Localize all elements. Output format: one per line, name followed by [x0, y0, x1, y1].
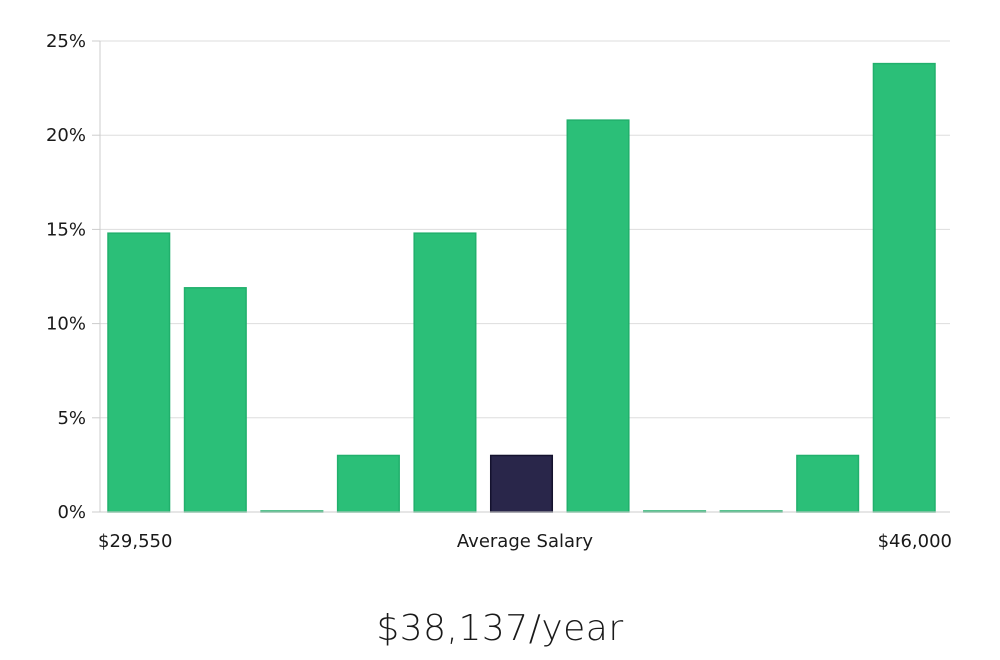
y-tick-label: 25% [46, 31, 86, 52]
x-label-center: Average Salary [457, 531, 594, 552]
histogram-bar [413, 232, 477, 513]
x-label-min: $29,550 [98, 531, 172, 552]
histogram-bar-highlighted [489, 454, 554, 513]
x-label-max: $46,000 [878, 531, 952, 552]
y-tick-label: 0% [57, 502, 86, 523]
bars [107, 62, 936, 513]
histogram-bar [872, 62, 936, 513]
histogram-bar [796, 454, 860, 513]
salary-histogram: 0%5%10%15%20%25% $29,550 Average Salary … [46, 31, 952, 552]
y-tick-label: 20% [46, 125, 86, 146]
y-axis-ticks: 0% 5% 10% 15% 20% 25% [46, 31, 100, 523]
axes [92, 41, 950, 513]
histogram-bar [566, 119, 630, 513]
histogram-bar [336, 454, 400, 513]
y-tick-label: 15% [46, 219, 86, 240]
histogram-bar [107, 232, 171, 513]
y-tick-label: 10% [46, 314, 86, 335]
average-salary-value: $38,137/year [376, 608, 624, 649]
histogram-bar [183, 287, 247, 513]
y-tick-label: 5% [57, 408, 86, 429]
